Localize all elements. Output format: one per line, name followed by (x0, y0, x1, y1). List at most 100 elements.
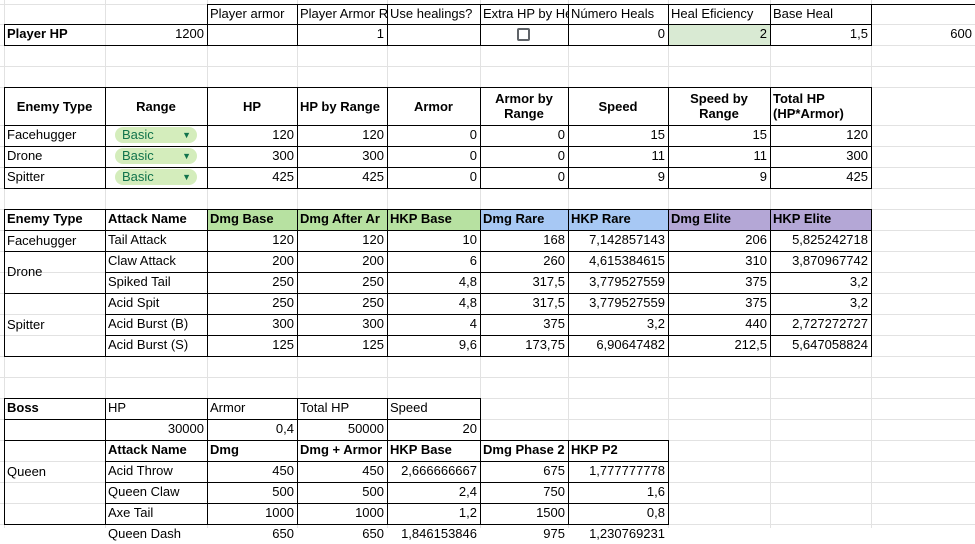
range-dropdown[interactable]: Basic ▼ (115, 169, 197, 185)
enemy-header-cell[interactable]: Speed (598, 98, 638, 114)
attack-value-cell[interactable]: 2,727272727 (792, 316, 868, 331)
attack-header-cell[interactable]: HKP Rare (568, 209, 668, 230)
attack-header-cell[interactable]: Attack Name (108, 211, 187, 226)
attack-value-cell[interactable]: 3,779527559 (589, 295, 665, 310)
boss-attack-value-cell[interactable]: 1000 (265, 505, 294, 520)
boss-attack-value-cell[interactable]: 500 (362, 484, 384, 499)
boss-value-cell[interactable]: 50000 (347, 421, 384, 436)
boss-header-cell[interactable]: Speed (390, 400, 428, 415)
attack-value-cell[interactable]: 310 (745, 253, 767, 268)
attack-value-cell[interactable]: 250 (362, 295, 384, 310)
enemy-value-cell[interactable]: 0 (557, 169, 565, 184)
attack-header-cell[interactable]: Dmg Base (207, 209, 297, 230)
attack-value-cell[interactable]: 250 (272, 295, 294, 310)
boss-attack-value-cell[interactable]: 2,666666667 (401, 463, 477, 478)
boss-attack-value-cell[interactable]: 1000 (355, 505, 384, 520)
enemy-value-cell[interactable]: 120 (272, 127, 294, 142)
attack-value-cell[interactable]: 375 (543, 316, 565, 331)
extra-hp-value[interactable]: 0 (657, 26, 665, 41)
attack-value-cell[interactable]: 3,2 (849, 295, 868, 310)
boss-attack-value-cell[interactable]: 1,846153846 (401, 526, 477, 541)
attack-value-cell[interactable]: 3,2 (646, 316, 665, 331)
boss-label[interactable]: Boss (7, 400, 39, 415)
use-healings-checkbox[interactable] (517, 28, 530, 41)
enemy-header-cell[interactable]: Armor (413, 98, 453, 114)
attack-name-cell[interactable]: Acid Spit (108, 295, 160, 310)
boss-attack-name-cell[interactable]: Axe Tail (108, 505, 154, 520)
attack-value-cell[interactable]: 5,825242718 (792, 232, 868, 247)
boss-attack-name-cell[interactable]: Queen Claw (108, 484, 180, 499)
player-header-cell[interactable]: Base Heal (773, 6, 833, 21)
player-header-cell[interactable]: Heal Eficiency (671, 6, 754, 21)
boss-attack-value-cell[interactable]: 650 (272, 526, 294, 541)
attack-value-cell[interactable]: 173,75 (525, 337, 565, 352)
attack-value-cell[interactable]: 300 (362, 316, 384, 331)
attack-name-cell[interactable]: Spiked Tail (108, 274, 171, 289)
enemy-value-cell[interactable]: 120 (362, 127, 384, 142)
boss-value-cell[interactable]: 20 (462, 421, 477, 436)
attack-name-cell[interactable]: Acid Burst (B) (108, 316, 189, 331)
boss-attack-value-cell[interactable]: 450 (362, 463, 384, 478)
boss-attack-header-cell[interactable]: HKP Base (390, 442, 452, 457)
enemy-value-cell[interactable]: 15 (650, 127, 665, 142)
player-header-cell[interactable]: Use healings? (390, 6, 473, 21)
boss-attack-value-cell[interactable]: 650 (362, 526, 384, 541)
attack-value-cell[interactable]: 168 (543, 232, 565, 247)
enemy-value-cell[interactable]: 425 (272, 169, 294, 184)
boss-attack-value-cell[interactable]: 0,8 (646, 505, 665, 520)
attack-enemy-type-cell[interactable]: Spitter (7, 317, 45, 332)
attack-value-cell[interactable]: 5,647058824 (792, 337, 868, 352)
attack-header-cell[interactable]: Dmg Elite (668, 209, 770, 230)
attack-header-cell[interactable]: Dmg Rare (480, 209, 568, 230)
enemy-value-cell[interactable]: 425 (362, 169, 384, 184)
player-header-cell[interactable]: Extra HP by Hea (483, 6, 568, 21)
attack-value-cell[interactable]: 4 (469, 316, 477, 331)
attack-value-cell[interactable]: 6 (469, 253, 477, 268)
attack-value-cell[interactable]: 10 (462, 232, 477, 247)
boss-attack-value-cell[interactable]: 675 (543, 463, 565, 478)
attack-header-cell[interactable]: HKP Elite (770, 209, 871, 230)
player-header-cell[interactable]: Player Armor Reduction (300, 6, 387, 21)
attack-value-cell[interactable]: 6,90647482 (596, 337, 665, 352)
enemy-value-cell[interactable]: 0 (557, 127, 565, 142)
attack-value-cell[interactable]: 250 (362, 274, 384, 289)
boss-header-cell[interactable]: HP (108, 400, 127, 415)
boss-attack-value-cell[interactable]: 1,230769231 (589, 526, 665, 541)
enemy-value-cell[interactable]: 9 (657, 169, 665, 184)
boss-value-cell[interactable]: 30000 (167, 421, 204, 436)
enemy-value-cell[interactable]: 0 (469, 148, 477, 163)
enemy-value-cell[interactable]: 300 (846, 148, 868, 163)
attack-value-cell[interactable]: 206 (745, 232, 767, 247)
chevron-down-icon[interactable]: ▼ (182, 151, 191, 161)
enemy-value-cell[interactable]: 0 (557, 148, 565, 163)
enemy-value-cell[interactable]: 300 (362, 148, 384, 163)
boss-attack-header-cell[interactable]: HKP P2 (571, 442, 618, 457)
attack-value-cell[interactable]: 300 (272, 316, 294, 331)
boss-header-cell[interactable]: Armor (210, 400, 246, 415)
boss-attack-value-cell[interactable]: 1500 (536, 505, 565, 520)
boss-attack-value-cell[interactable]: 750 (543, 484, 565, 499)
attack-value-cell[interactable]: 375 (745, 274, 767, 289)
enemy-header-cell[interactable]: Total HP (HP*Armor) (773, 91, 844, 121)
boss-value-cell[interactable]: 0,4 (275, 421, 294, 436)
boss-attack-header-cell[interactable]: Dmg + Armor (300, 442, 383, 457)
attack-value-cell[interactable]: 7,142857143 (589, 232, 665, 247)
enemy-value-cell[interactable]: 15 (752, 127, 767, 142)
heal-efficiency-value[interactable]: 1,5 (849, 26, 868, 41)
enemy-value-cell[interactable]: 9 (759, 169, 767, 184)
attack-value-cell[interactable]: 375 (745, 295, 767, 310)
attack-value-cell[interactable]: 9,6 (458, 337, 477, 352)
attack-value-cell[interactable]: 125 (362, 337, 384, 352)
enemy-value-cell[interactable]: 11 (753, 148, 768, 163)
boss-attack-value-cell[interactable]: 450 (272, 463, 294, 478)
enemy-header-cell[interactable]: Range (136, 98, 176, 114)
numero-heals-value[interactable]: 2 (668, 24, 770, 45)
attack-value-cell[interactable]: 3,779527559 (589, 274, 665, 289)
attack-header-cell[interactable]: HKP Base (387, 209, 480, 230)
player-header-cell[interactable]: Player armor (210, 6, 285, 21)
boss-attack-value-cell[interactable]: 500 (272, 484, 294, 499)
enemy-value-cell[interactable]: 425 (846, 169, 868, 184)
enemy-header-cell[interactable]: Enemy Type (16, 98, 93, 114)
attack-header-cell[interactable]: Dmg After Ar (297, 209, 387, 230)
